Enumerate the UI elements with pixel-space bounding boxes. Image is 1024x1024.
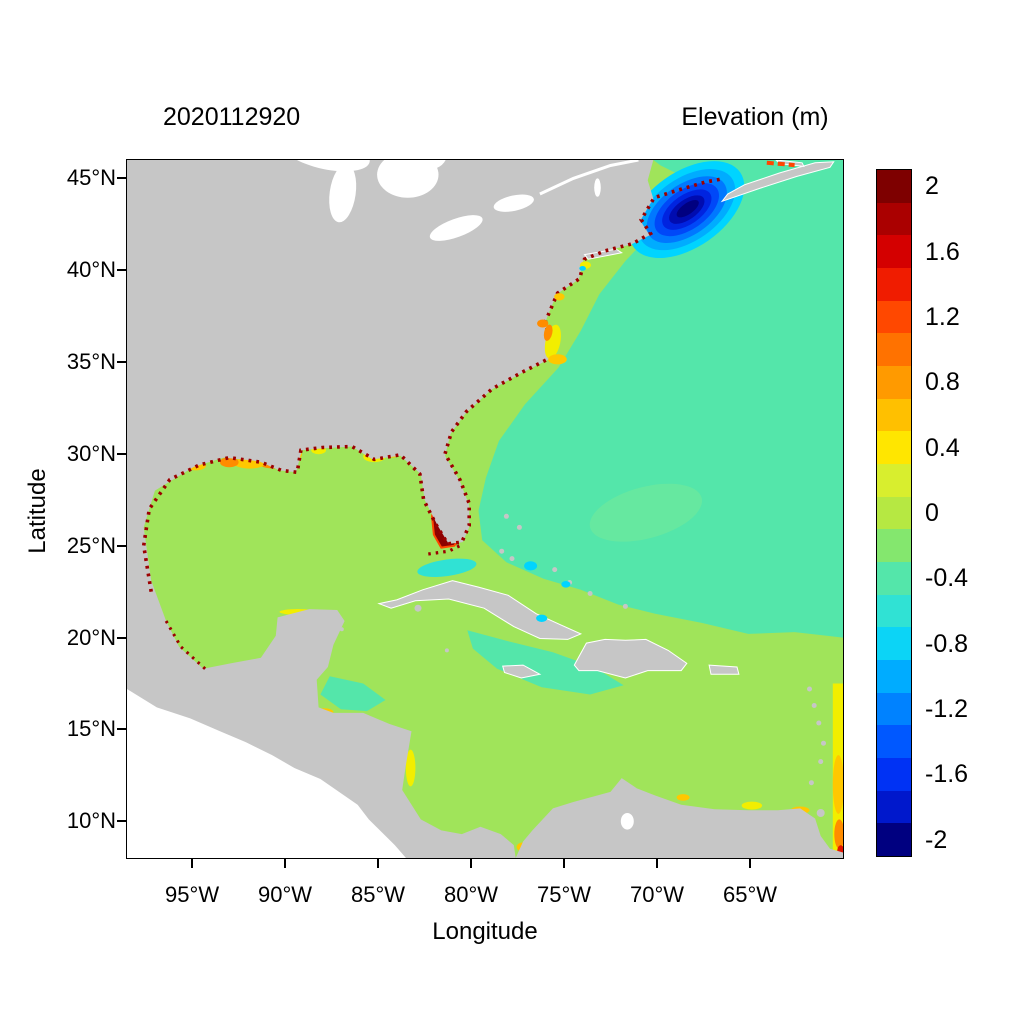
colorbar-tick-label: 0.4 — [925, 433, 960, 462]
y-tick-label: 10°N — [66, 808, 116, 834]
colorbar-cell — [877, 268, 911, 301]
x-tick-label: 70°W — [629, 882, 685, 907]
colorbar-cell — [877, 790, 911, 824]
y-tick-label: 45°N — [66, 165, 116, 191]
timestamp-title: 2020112920 — [163, 103, 301, 131]
colorbar-cell — [877, 725, 911, 759]
colorbar — [876, 169, 912, 857]
map-canvas — [127, 160, 843, 858]
colorbar-cell — [877, 660, 911, 693]
colorbar-cell — [877, 464, 911, 497]
x-tick-mark — [749, 859, 751, 868]
colorbar-tick-label: 1.2 — [925, 303, 960, 331]
y-tick-mark — [117, 636, 126, 639]
map-layers — [127, 160, 843, 858]
x-tick-label: 85°W — [351, 882, 406, 907]
colorbar-cell — [877, 496, 911, 530]
colorbar-cell — [877, 823, 911, 857]
x-tick-mark — [470, 859, 473, 868]
x-tick-label: 90°W — [258, 882, 313, 907]
colorbar-tick-label: -0.8 — [925, 629, 969, 658]
colorbar-tick-label: 0 — [925, 499, 939, 527]
x-tick-mark — [284, 859, 287, 868]
colorbar-tick-label: -0.4 — [925, 564, 969, 593]
colorbar-cell — [877, 300, 911, 334]
colorbar-tick-label: 1.6 — [925, 237, 960, 266]
x-axis-title: Longitude — [432, 918, 538, 945]
y-tick-mark — [117, 361, 126, 364]
x-tick-mark — [656, 859, 659, 868]
colorbar-cell — [877, 170, 911, 203]
y-tick-label: 20°N — [66, 624, 116, 650]
colorbar-cell — [877, 529, 911, 563]
x-tick-label: 80°W — [444, 882, 499, 907]
x-tick-mark — [377, 859, 380, 868]
y-tick-mark — [117, 544, 126, 547]
y-tick-mark — [117, 820, 126, 823]
colorbar-cell — [877, 366, 911, 399]
colorbar-cell — [877, 627, 911, 661]
x-tick-label: 95°W — [165, 882, 220, 907]
colorbar-tick-label: -1.2 — [925, 695, 969, 723]
y-tick-mark — [117, 728, 126, 731]
x-tick-mark — [191, 859, 194, 868]
colorbar-cell — [877, 333, 911, 367]
y-tick-label: 40°N — [66, 257, 116, 283]
y-tick-mark — [117, 269, 126, 272]
y-tick-label: 35°N — [66, 349, 116, 375]
colorbar-cell — [877, 692, 911, 726]
colorbar-cell — [877, 235, 911, 269]
colorbar-cell — [877, 758, 911, 791]
x-tick-label: 65°W — [722, 882, 778, 907]
y-tick-mark — [117, 452, 126, 455]
colorbar-tick-label: -2 — [925, 825, 948, 854]
x-tick-label: 75°W — [537, 882, 592, 907]
colorbar-tick-label: 2 — [925, 172, 939, 201]
y-tick-label: 25°N — [66, 532, 116, 558]
colorbar-cell — [877, 398, 911, 432]
y-tick-label: 15°N — [66, 716, 116, 742]
colorbar-cell — [877, 562, 911, 595]
y-tick-mark — [117, 177, 126, 180]
x-tick-mark — [563, 859, 566, 868]
colorbar-cell — [877, 431, 911, 465]
colorbar-cell — [877, 202, 911, 236]
colorbar-cell — [877, 594, 911, 628]
colorbar-tick-label: 0.8 — [925, 368, 960, 397]
colorbar-tick-label: -1.6 — [925, 760, 969, 789]
y-tick-label: 30°N — [66, 440, 116, 466]
colorbar-title: Elevation (m) — [681, 103, 829, 131]
plot-frame — [126, 159, 844, 859]
